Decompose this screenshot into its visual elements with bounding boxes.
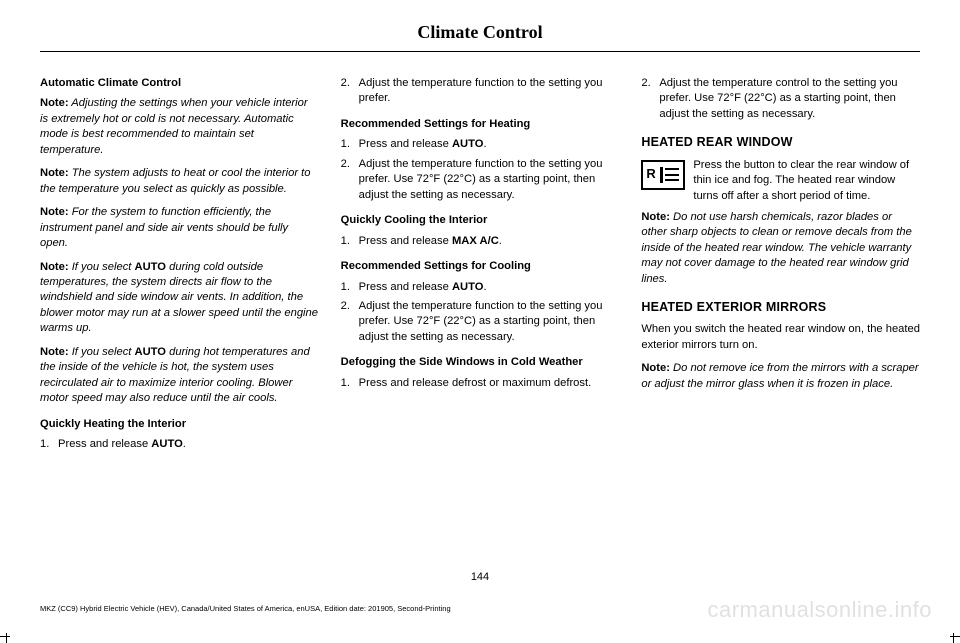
list-number: 2.: [641, 76, 659, 122]
list-text: Adjust the temperature control to the se…: [659, 76, 920, 122]
rec-heat-steps: 1. Press and release AUTO. 2. Adjust the…: [341, 137, 620, 203]
column-2: 2. Adjust the temperature function to th…: [341, 76, 620, 461]
footer-text: MKZ (CC9) Hybrid Electric Vehicle (HEV),…: [40, 604, 451, 613]
columns: Automatic Climate Control Note: Adjustin…: [40, 76, 920, 461]
text: .: [483, 138, 486, 150]
watermark: carmanualsonline.info: [707, 597, 932, 623]
hrw-note: Note: Do not use harsh chemicals, razor …: [641, 210, 920, 287]
list-item: 2. Adjust the temperature function to th…: [341, 299, 620, 345]
note-2: Note: The system adjusts to heat or cool…: [40, 166, 319, 197]
text: .: [483, 281, 486, 293]
list-item: 1. Press and release defrost or maximum …: [341, 376, 620, 391]
text: Press and release: [359, 235, 452, 247]
page-header: Climate Control: [40, 22, 920, 49]
note-label: Note:: [641, 211, 670, 223]
page-number: 144: [40, 571, 920, 583]
defog-steps-cont: 2. Adjust the temperature control to the…: [641, 76, 920, 122]
note-bold: AUTO: [135, 261, 167, 273]
text-bold: AUTO: [151, 438, 183, 450]
list-item: 1. Press and release AUTO.: [341, 280, 620, 295]
quick-heat-steps: 1. Press and release AUTO.: [40, 437, 319, 452]
heading-quick-heat: Quickly Heating the Interior: [40, 417, 319, 432]
list-item: 2. Adjust the temperature function to th…: [341, 157, 620, 203]
list-text: Adjust the temperature function to the s…: [359, 76, 620, 107]
quick-cool-steps: 1. Press and release MAX A/C.: [341, 234, 620, 249]
list-text: Press and release AUTO.: [359, 280, 620, 295]
list-item: 2. Adjust the temperature control to the…: [641, 76, 920, 122]
list-text: Press and release AUTO.: [359, 137, 620, 152]
note-text: If you select: [69, 346, 135, 358]
text: Press and release: [58, 438, 151, 450]
list-text: Adjust the temperature function to the s…: [359, 299, 620, 345]
rec-cool-steps: 1. Press and release AUTO. 2. Adjust the…: [341, 280, 620, 346]
crop-mark: [0, 636, 10, 637]
heading-heated-mirrors: HEATED EXTERIOR MIRRORS: [641, 299, 920, 316]
note-label: Note:: [40, 346, 69, 358]
defog-steps: 1. Press and release defrost or maximum …: [341, 376, 620, 391]
note-1: Note: Adjusting the settings when your v…: [40, 96, 319, 158]
heading-automatic-climate: Automatic Climate Control: [40, 76, 319, 91]
note-3: Note: For the system to function efficie…: [40, 205, 319, 251]
text-bold: AUTO: [452, 138, 484, 150]
list-number: 1.: [40, 437, 58, 452]
column-3: 2. Adjust the temperature control to the…: [641, 76, 920, 461]
note-text: For the system to function efficiently, …: [40, 206, 288, 249]
list-number: 1.: [341, 376, 359, 391]
heading-defog: Defogging the Side Windows in Cold Weath…: [341, 355, 620, 370]
heading-quick-cool: Quickly Cooling the Interior: [341, 213, 620, 228]
heading-heated-rear-window: HEATED REAR WINDOW: [641, 134, 920, 151]
note-text: Adjusting the settings when your vehicle…: [40, 97, 308, 155]
text: Press and release: [359, 281, 452, 293]
heading-rec-cool: Recommended Settings for Cooling: [341, 259, 620, 274]
list-text: Press and release defrost or maximum def…: [359, 376, 620, 391]
note-5: Note: If you select AUTO during hot temp…: [40, 345, 319, 407]
note-text: If you select: [69, 261, 135, 273]
list-number: 1.: [341, 137, 359, 152]
note-text: The system adjusts to heat or cool the i…: [40, 167, 311, 194]
note-label: Note:: [40, 97, 69, 109]
note-label: Note:: [40, 167, 69, 179]
quick-heat-steps-cont: 2. Adjust the temperature function to th…: [341, 76, 620, 107]
list-number: 1.: [341, 234, 359, 249]
text-bold: AUTO: [452, 281, 484, 293]
crop-mark: [6, 633, 7, 643]
list-item: 2. Adjust the temperature function to th…: [341, 76, 620, 107]
hrw-text: Press the button to clear the rear windo…: [693, 159, 909, 202]
note-label: Note:: [40, 206, 69, 218]
list-number: 1.: [341, 280, 359, 295]
note-text: Do not remove ice from the mirrors with …: [641, 362, 918, 389]
note-label: Note:: [641, 362, 670, 374]
note-4: Note: If you select AUTO during cold out…: [40, 260, 319, 337]
column-1: Automatic Climate Control Note: Adjustin…: [40, 76, 319, 461]
hrw-block: R Press the button to clear the rear win…: [641, 158, 920, 204]
list-text: Press and release MAX A/C.: [359, 234, 620, 249]
heading-rec-heat: Recommended Settings for Heating: [341, 117, 620, 132]
text: Press and release: [359, 138, 452, 150]
text-bold: MAX A/C: [452, 235, 499, 247]
note-bold: AUTO: [135, 346, 167, 358]
note-text: Do not use harsh chemicals, razor blades…: [641, 211, 912, 285]
list-text: Press and release AUTO.: [58, 437, 319, 452]
page-title: Climate Control: [417, 22, 542, 49]
list-item: 1. Press and release AUTO.: [40, 437, 319, 452]
text: .: [499, 235, 502, 247]
icon-letter: R: [646, 165, 655, 183]
page: Climate Control Automatic Climate Contro…: [40, 22, 920, 621]
list-number: 2.: [341, 299, 359, 345]
list-number: 2.: [341, 76, 359, 107]
text: .: [183, 438, 186, 450]
hem-note: Note: Do not remove ice from the mirrors…: [641, 361, 920, 392]
list-text: Adjust the temperature function to the s…: [359, 157, 620, 203]
heated-rear-window-icon: R: [641, 160, 685, 190]
title-rule: [40, 51, 920, 52]
list-item: 1. Press and release AUTO.: [341, 137, 620, 152]
crop-mark: [953, 633, 954, 643]
icon-waves: [660, 167, 680, 183]
hem-text: When you switch the heated rear window o…: [641, 322, 920, 353]
list-item: 1. Press and release MAX A/C.: [341, 234, 620, 249]
crop-mark: [950, 636, 960, 637]
note-label: Note:: [40, 261, 69, 273]
list-number: 2.: [341, 157, 359, 203]
